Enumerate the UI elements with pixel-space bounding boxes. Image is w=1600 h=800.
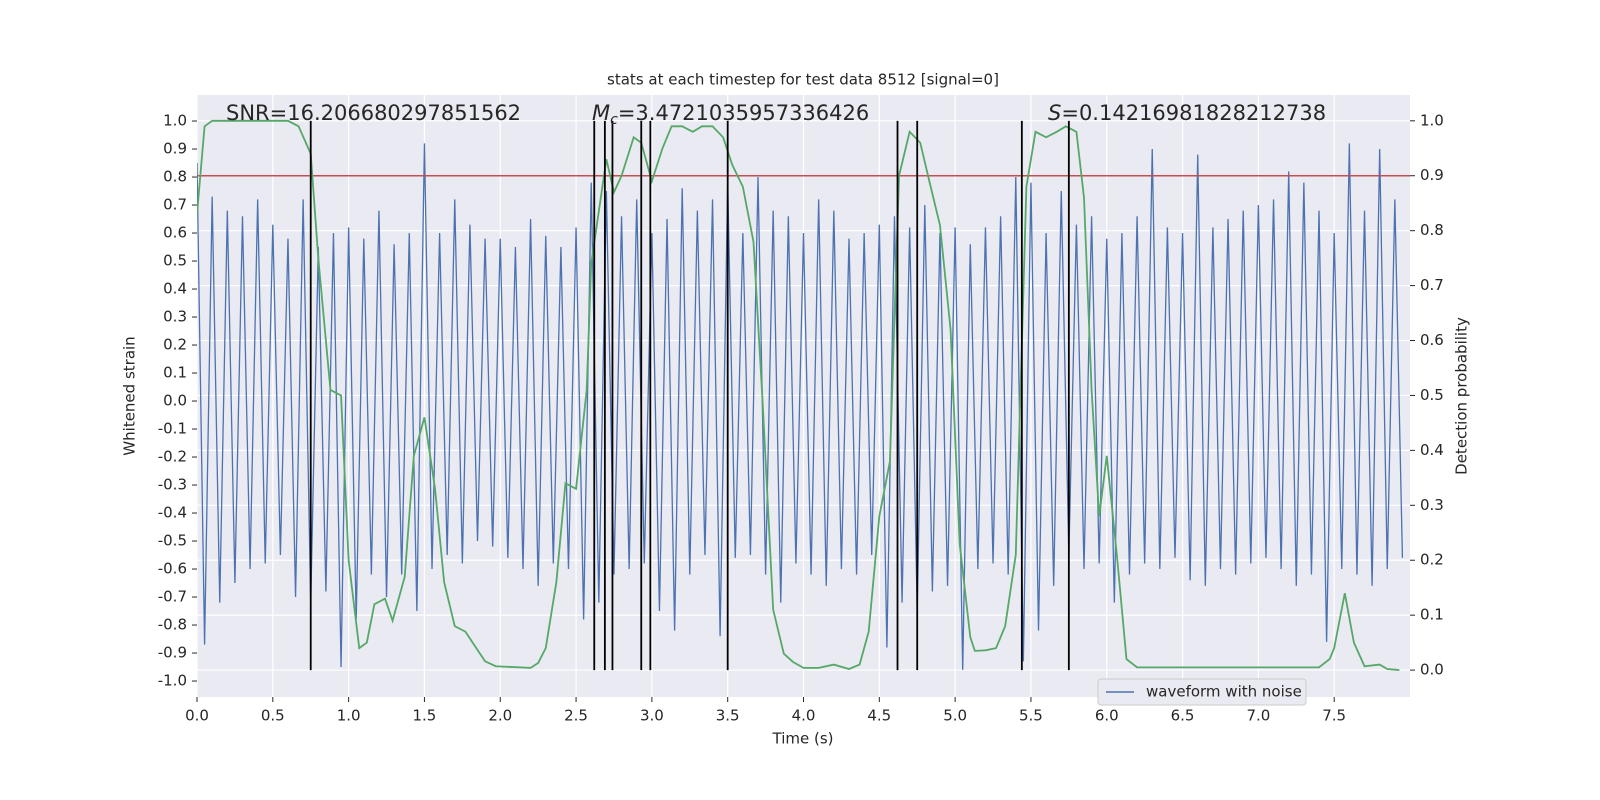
x-tick-label: 0.0 — [185, 707, 209, 725]
annotation: Mc=3.4721035957336426 — [592, 101, 869, 128]
x-tick-label: 1.0 — [337, 707, 361, 725]
annotation-text: SNR=16.206680297851562 — [226, 101, 521, 125]
y-tick-label: 0.8 — [163, 168, 187, 186]
annotation-subscript: c — [610, 112, 618, 128]
y2-axis-label: Detection probability — [1453, 317, 1471, 475]
y-tick-label: 0.3 — [163, 308, 187, 326]
annotation: S=0.14216981828212738 — [1048, 101, 1326, 125]
legend-box — [1097, 678, 1307, 706]
annotation-symbol: M — [592, 101, 610, 125]
x-axis-label: Time (s) — [772, 730, 834, 748]
plot — [197, 119, 1410, 671]
y-tick-label: -0.9 — [158, 644, 187, 662]
y2-tick-label: 0.1 — [1420, 606, 1444, 624]
y-tick-label: -0.4 — [158, 504, 187, 522]
x-tick-label: 6.5 — [1171, 707, 1195, 725]
y-tick-label: 0.0 — [163, 392, 187, 410]
y2-tick-label: 0.6 — [1420, 331, 1444, 349]
x-tick-label: 2.5 — [564, 707, 588, 725]
x-tick-label: 3.5 — [716, 707, 740, 725]
waveform-line — [197, 143, 1404, 670]
y-tick-label: 0.9 — [163, 140, 187, 158]
y-tick-label: 0.7 — [163, 196, 187, 214]
x-tick-label: 4.5 — [867, 707, 891, 725]
y2-tick-label: 0.5 — [1420, 386, 1444, 404]
y-tick-label: -0.5 — [158, 532, 187, 550]
x-tick-label: 5.0 — [943, 707, 967, 725]
x-tick-label: 6.0 — [1095, 707, 1119, 725]
y-tick-label: -0.6 — [158, 560, 187, 578]
y-tick-label: 0.2 — [163, 336, 187, 354]
x-tick-label: 2.0 — [488, 707, 512, 725]
y2-tick-label: 0.8 — [1420, 221, 1444, 239]
annotation-text: =0.14216981828212738 — [1061, 101, 1326, 125]
y2-tick-label: 0.2 — [1420, 551, 1444, 569]
y-tick-label: 0.1 — [163, 364, 187, 382]
y-tick-label: -0.1 — [158, 420, 187, 438]
y-axis-label: Whitened strain — [121, 336, 139, 455]
annotation-text: =3.4721035957336426 — [618, 101, 869, 125]
y-tick-label: -1.0 — [158, 672, 187, 690]
y2-tick-label: 0.3 — [1420, 496, 1444, 514]
x-tick-label: 1.5 — [413, 707, 437, 725]
x-tick-label: 7.5 — [1322, 707, 1346, 725]
y-tick-label: -0.2 — [158, 448, 187, 466]
y-tick-label: -0.3 — [158, 476, 187, 494]
y-tick-label: -0.8 — [158, 616, 187, 634]
x-tick-label: 5.5 — [1019, 707, 1043, 725]
x-tick-label: 4.0 — [792, 707, 816, 725]
y-tick-label: -0.7 — [158, 588, 187, 606]
annotation-symbol: S — [1048, 101, 1061, 125]
y-tick-label: 0.5 — [163, 252, 187, 270]
y-tick-label: 0.6 — [163, 224, 187, 242]
x-tick-label: 3.0 — [640, 707, 664, 725]
legend-label: waveform with noise — [1146, 683, 1302, 701]
x-tick-label: 0.5 — [261, 707, 285, 725]
y2-tick-label: 0.9 — [1420, 166, 1444, 184]
y-tick-label: 1.0 — [163, 112, 187, 130]
annotation: SNR=16.206680297851562 — [226, 101, 521, 125]
probability-line — [197, 119, 1400, 671]
chart-title: stats at each timestep for test data 851… — [607, 71, 999, 89]
y-tick-label: 0.4 — [163, 280, 187, 298]
y2-tick-label: 0.7 — [1420, 276, 1444, 294]
y2-tick-label: 0.4 — [1420, 441, 1444, 459]
y2-tick-label: 1.0 — [1420, 111, 1444, 129]
x-tick-label: 7.0 — [1246, 707, 1270, 725]
y2-tick-label: 0.0 — [1420, 661, 1444, 679]
